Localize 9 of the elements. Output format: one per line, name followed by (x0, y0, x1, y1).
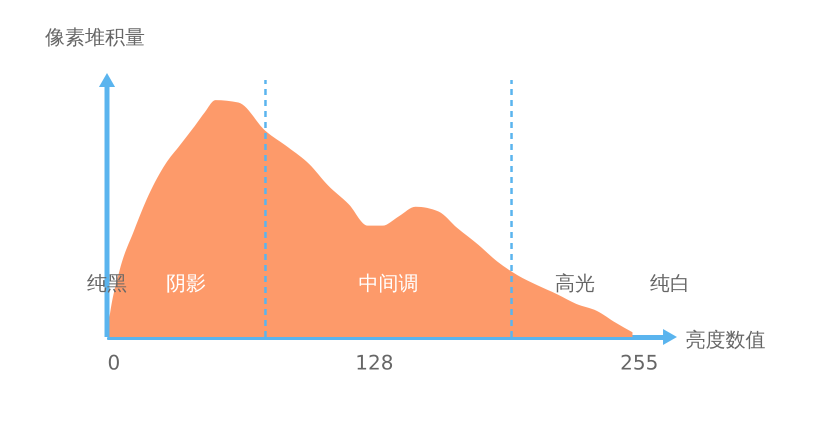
x-tick-label: 128 (355, 350, 394, 374)
x-tick-label: 0 (108, 350, 120, 374)
x-axis-title: 亮度数值 (686, 328, 766, 352)
annotation: 高光 (555, 271, 596, 295)
annotation: 中间调 (358, 271, 418, 295)
annotation: 阴影 (166, 271, 206, 295)
y-axis-title: 像素堆积量 (45, 25, 145, 49)
annotation: 纯白 (650, 271, 690, 295)
x-tick-label: 255 (620, 350, 658, 374)
